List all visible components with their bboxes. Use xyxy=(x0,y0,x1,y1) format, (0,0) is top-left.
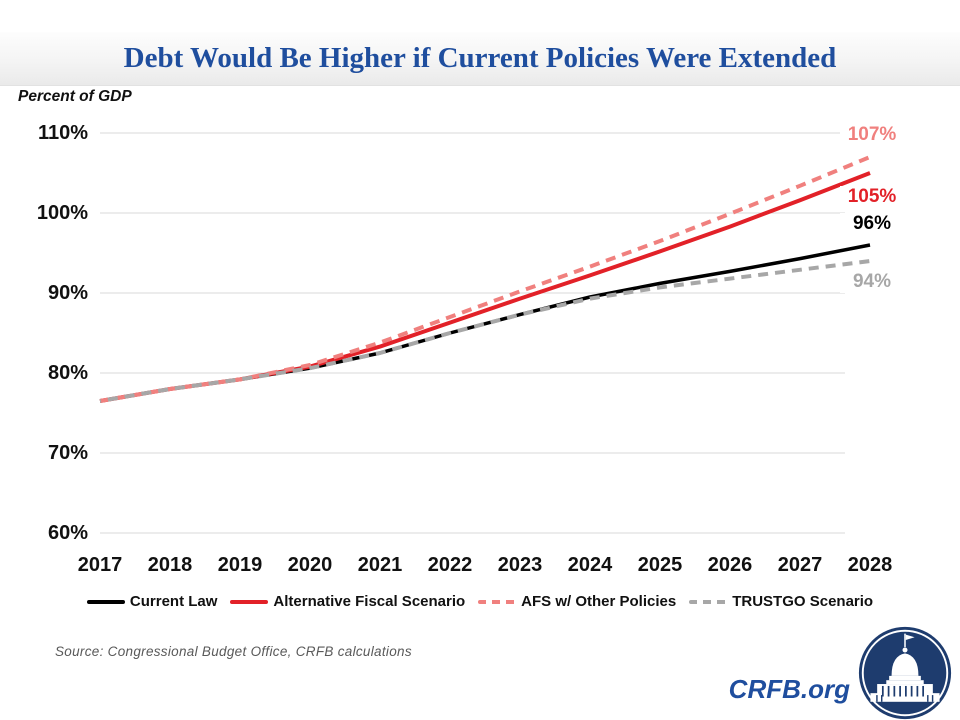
legend-line-sample-icon xyxy=(478,599,517,604)
x-tick-label: 2028 xyxy=(847,554,893,576)
x-tick-label: 2017 xyxy=(77,554,123,576)
legend-label: AFS w/ Other Policies xyxy=(521,593,677,610)
x-tick-label: 2022 xyxy=(427,554,473,576)
series-end-label: 96% xyxy=(840,213,904,235)
title-band: Debt Would Be Higher if Current Policies… xyxy=(0,32,960,86)
legend-item: Alternative Fiscal Scenario xyxy=(230,593,465,610)
legend-item: Current Law xyxy=(86,593,218,610)
page-title: Debt Would Be Higher if Current Policies… xyxy=(123,42,837,74)
series-line xyxy=(99,259,871,403)
series-end-label: 94% xyxy=(840,271,904,293)
legend-item: AFS w/ Other Policies xyxy=(478,593,676,610)
source-note: Source: Congressional Budget Office, CRF… xyxy=(55,644,412,659)
x-tick-label: 2024 xyxy=(567,554,613,576)
y-tick-label: 70% xyxy=(47,442,88,464)
chart-legend: Current Law Alternative Fiscal Scenario AF… xyxy=(0,593,960,610)
legend-item: TRUSTGO Scenario xyxy=(689,593,873,610)
x-tick-label: 2027 xyxy=(777,554,823,576)
x-tick-label: 2026 xyxy=(707,554,753,576)
series-end-label: 107% xyxy=(840,124,904,146)
x-tick-label: 2025 xyxy=(637,554,683,576)
series-line xyxy=(99,171,871,403)
x-tick-label: 2019 xyxy=(217,554,263,576)
y-tick-label: 110% xyxy=(37,122,88,144)
x-tick-label: 2018 xyxy=(147,554,193,576)
crfb-capitol-logo-icon xyxy=(857,625,953,720)
y-axis-unit-label: Percent of GDP xyxy=(18,88,132,105)
legend-line-sample-icon xyxy=(86,599,125,604)
legend-line-sample-icon xyxy=(230,599,269,604)
series-line xyxy=(99,243,871,403)
y-tick-label: 90% xyxy=(47,282,88,304)
y-tick-label: 60% xyxy=(47,522,88,544)
series-end-label: 105% xyxy=(840,186,904,208)
series-line xyxy=(99,155,871,403)
legend-line-sample-icon xyxy=(689,599,728,604)
x-tick-label: 2020 xyxy=(287,554,333,576)
x-tick-label: 2023 xyxy=(497,554,543,576)
crfb-org-label: CRFB.org xyxy=(728,674,850,704)
y-tick-label: 80% xyxy=(47,362,88,384)
legend-label: TRUSTGO Scenario xyxy=(732,593,874,610)
y-tick-label: 100% xyxy=(36,202,88,224)
x-tick-label: 2021 xyxy=(357,554,403,576)
legend-label: Current Law xyxy=(129,593,218,610)
legend-label: Alternative Fiscal Scenario xyxy=(273,593,466,610)
